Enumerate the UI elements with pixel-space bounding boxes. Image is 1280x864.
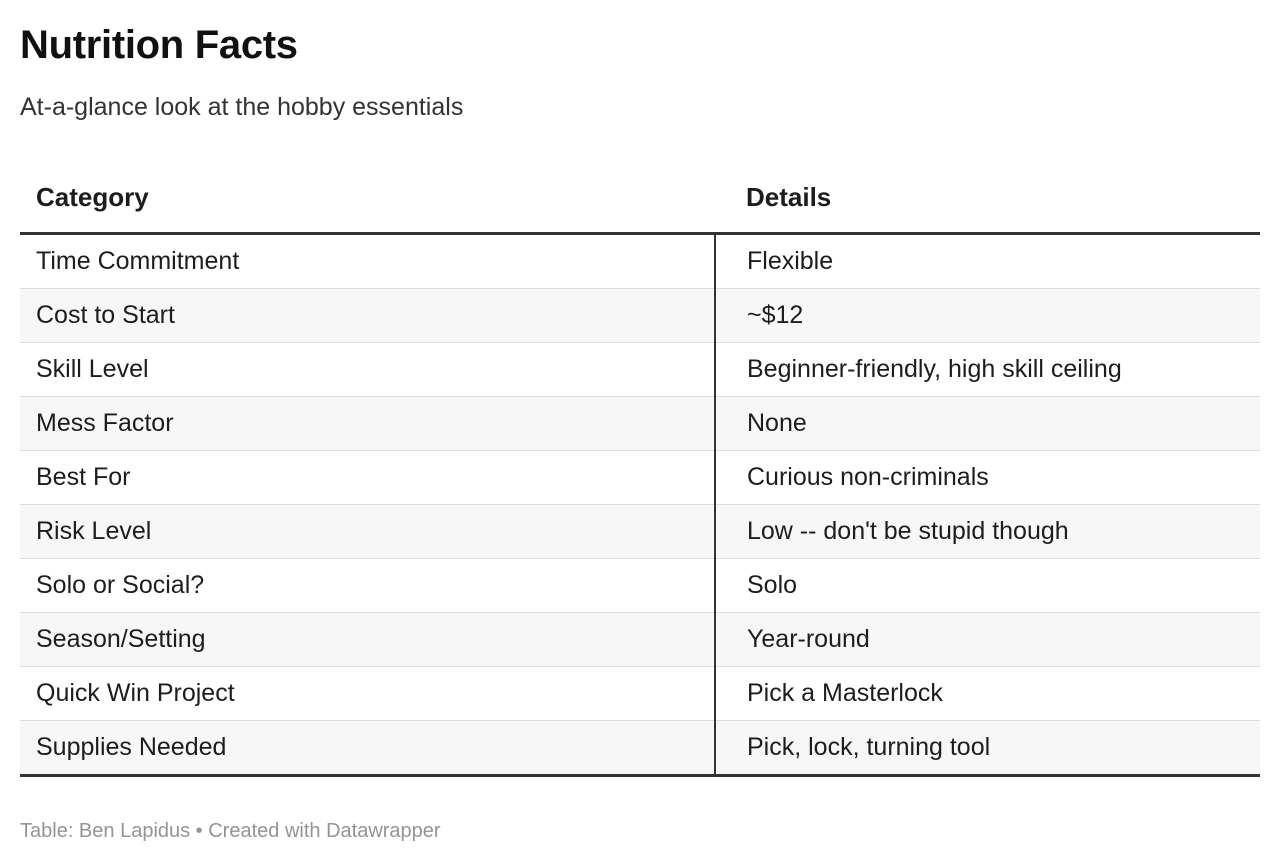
data-table: Category Details Time Commitment Flexibl…: [20, 162, 1260, 777]
page-title: Nutrition Facts: [20, 23, 298, 67]
cell-details: Solo: [714, 558, 1260, 613]
cell-category: Quick Win Project: [20, 666, 715, 721]
table-row: Best For Curious non-criminals: [20, 450, 1260, 505]
cell-category: Skill Level: [20, 342, 715, 397]
table-header: Category Details: [20, 162, 1260, 235]
table-row: Time Commitment Flexible: [20, 233, 1260, 289]
table-row: Skill Level Beginner-friendly, high skil…: [20, 342, 1260, 397]
source-credit: Table: Ben Lapidus • Created with Datawr…: [20, 820, 441, 842]
table-row: Season/Setting Year-round: [20, 612, 1260, 667]
page-subtitle: At-a-glance look at the hobby essentials: [20, 93, 464, 121]
cell-details: Low -- don't be stupid though: [714, 504, 1260, 559]
cell-details: ~$12: [714, 288, 1260, 343]
cell-category: Time Commitment: [20, 233, 715, 289]
column-header-category[interactable]: Category: [20, 162, 715, 235]
cell-category: Risk Level: [20, 504, 715, 559]
cell-details: Year-round: [714, 612, 1260, 667]
column-header-details[interactable]: Details: [715, 162, 1260, 235]
table-body: Time Commitment Flexible Cost to Start ~…: [20, 233, 1260, 777]
cell-category: Mess Factor: [20, 396, 715, 451]
cell-details: Flexible: [714, 233, 1260, 289]
table-row: Supplies Needed Pick, lock, turning tool: [20, 720, 1260, 777]
table-row: Solo or Social? Solo: [20, 558, 1260, 613]
cell-category: Solo or Social?: [20, 558, 715, 613]
cell-details: Pick, lock, turning tool: [714, 720, 1260, 777]
table-row: Risk Level Low -- don't be stupid though: [20, 504, 1260, 559]
cell-details: Pick a Masterlock: [714, 666, 1260, 721]
cell-details: None: [714, 396, 1260, 451]
table-row: Mess Factor None: [20, 396, 1260, 451]
table-row: Quick Win Project Pick a Masterlock: [20, 666, 1260, 721]
cell-details: Curious non-criminals: [714, 450, 1260, 505]
header-row: Category Details: [20, 162, 1260, 235]
cell-category: Best For: [20, 450, 715, 505]
cell-category: Supplies Needed: [20, 720, 715, 777]
table-row: Cost to Start ~$12: [20, 288, 1260, 343]
cell-category: Season/Setting: [20, 612, 715, 667]
cell-details: Beginner-friendly, high skill ceiling: [714, 342, 1260, 397]
cell-category: Cost to Start: [20, 288, 715, 343]
